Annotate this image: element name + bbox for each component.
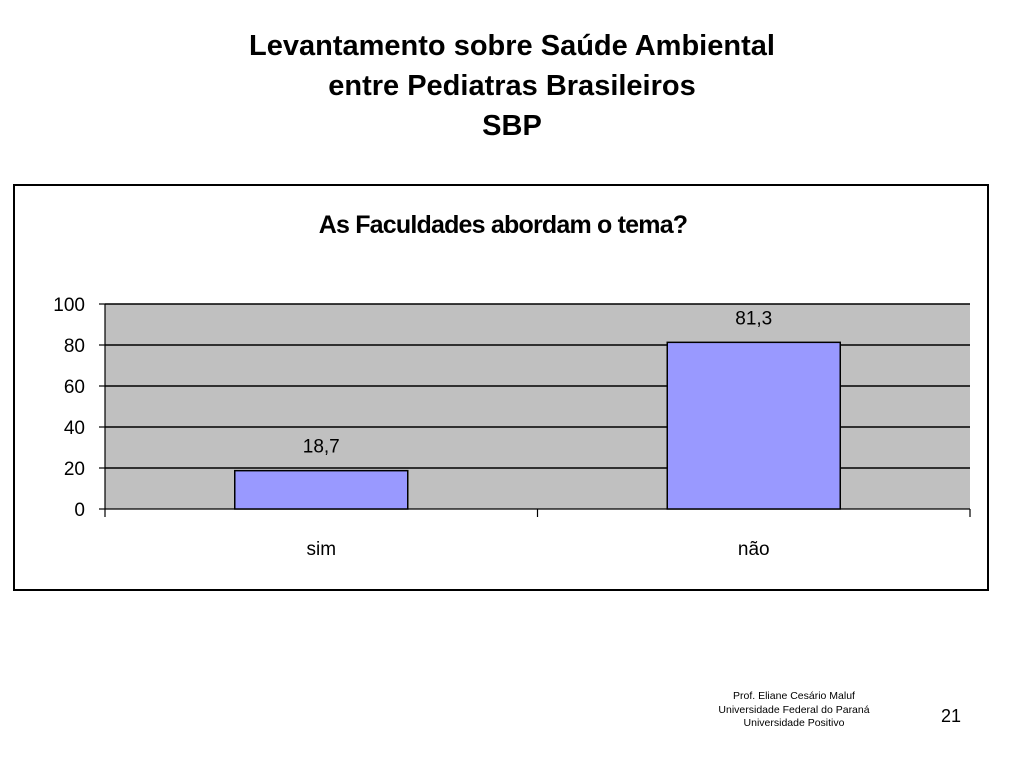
y-tick-label-5: 100 <box>53 295 85 316</box>
y-tick-label-1: 20 <box>64 459 85 480</box>
footer-institution-2: Universidade Positivo <box>743 717 845 729</box>
slide-title: Levantamento sobre Saúde Ambiental entre… <box>0 26 1024 146</box>
bar-chart: As Faculdades abordam o tema? 0 20 40 60 80 1… <box>53 211 971 560</box>
data-label-1: 81,3 <box>735 308 772 329</box>
data-label-0: 18,7 <box>303 437 340 458</box>
footer-author: Prof. Eliane Cesário Maluf <box>733 690 855 702</box>
y-tick-label-2: 40 <box>64 418 85 439</box>
bar-1 <box>666 341 841 510</box>
footer-credit: Prof. Eliane Cesário Maluf Universidade … <box>694 690 894 731</box>
chart-title: As Faculdades abordam o tema? <box>319 211 688 239</box>
slide-title-line-2: entre Pediatras Brasileiros <box>328 70 696 102</box>
slide-title-line-1: Levantamento sobre Saúde Ambiental <box>249 30 775 62</box>
y-tick-label-0: 0 <box>74 500 85 521</box>
bar-0 <box>234 469 409 510</box>
x-tick-label-0: sim <box>306 539 336 560</box>
page-number: 21 <box>940 706 962 726</box>
x-tick-label-1: não <box>738 539 770 560</box>
y-tick-label-4: 80 <box>64 336 85 357</box>
slide-title-line-3: SBP <box>482 110 542 142</box>
footer-institution-1: Universidade Federal do Paraná <box>718 703 870 716</box>
y-tick-label-3: 60 <box>64 377 85 398</box>
chart-frame: As Faculdades abordam o tema? 0 20 40 60 80 1… <box>13 184 989 591</box>
